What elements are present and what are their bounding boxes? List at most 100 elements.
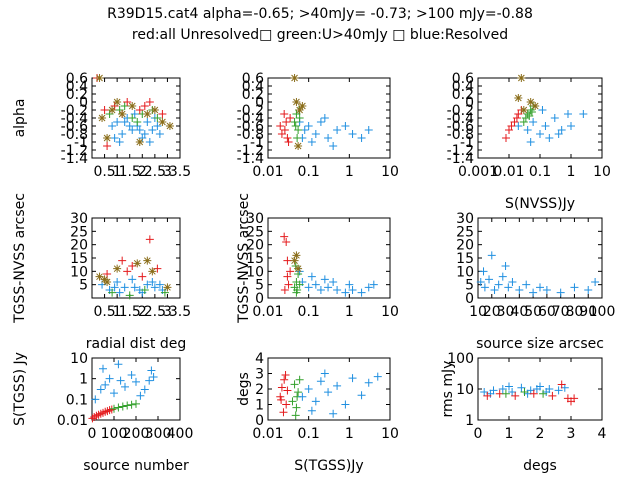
data-point [476,278,485,286]
data-point [329,278,338,286]
y-tick-label: -1.2 [61,143,88,159]
x-tick-label: 40 [510,304,528,320]
y-tick-label: 0 [255,413,264,429]
data-point [280,375,289,384]
data-point [512,114,521,122]
x-tick-label: 0 [88,426,97,442]
x-tick-label: 0.01 [252,426,283,442]
y-tick-label: 10 [70,351,88,367]
data-point [143,280,152,289]
y-tick-label: -0.2 [61,103,88,119]
data-point [100,275,109,284]
data-point [113,278,122,286]
data-point [341,122,350,130]
data-point [526,98,535,106]
x-tick-label: 3 [163,164,172,180]
data-point [316,118,325,126]
data-point [357,391,366,400]
y-tick-label: 30 [70,211,88,227]
y-axis-label: degs [236,372,252,406]
x-tick-label: 300 [145,426,172,442]
data-point [282,400,291,409]
data-point [498,272,507,281]
x-tick-label: 2.5 [144,164,166,180]
data-point [591,278,600,286]
data-point [113,118,122,126]
y-axis-label: TGSS-NVSS arcsec [236,193,252,324]
data-point [132,377,140,386]
data-point [570,283,579,292]
data-point [345,280,354,289]
data-point [127,371,136,380]
data-point [483,391,492,400]
data-point [554,130,563,138]
y-tick-label: 0 [255,95,264,111]
data-point [348,286,357,294]
data-point [515,286,524,294]
x-tick-label: 2 [138,164,147,180]
y-axis-label: S(TGSS) Jy [12,352,28,426]
data-point [148,267,157,276]
data-point [286,114,295,122]
data-point [140,130,149,138]
x-tick-label: 1 [113,164,122,180]
data-point [280,232,289,241]
data-point [307,138,316,146]
x-axis-label: S(NVSS)Jy [505,196,575,212]
y-tick-label: 0.1 [66,392,88,408]
y-tick-label: -0.4 [237,111,264,127]
data-point [539,389,548,398]
data-point [282,118,291,126]
x-tick-label: 0.01 [252,304,283,320]
data-point [95,74,104,82]
data-point [123,267,132,276]
data-point [298,102,307,110]
y-tick-label: 0.6 [242,71,264,87]
data-point [108,106,117,114]
y-tick-label: 1 [465,413,474,429]
data-point [324,388,333,397]
data-point [479,267,488,276]
y-tick-label: -1.2 [447,143,474,159]
data-point [153,114,162,122]
x-tick-label: 2 [138,304,147,320]
x-tick-label: 100 [101,426,128,442]
y-tick-label: 0.6 [452,71,474,87]
data-point [519,118,528,126]
y-tick-label: 1 [79,372,88,388]
x-tick-label: 3 [567,426,576,442]
data-point [145,235,154,244]
x-tick-label: 1 [345,426,354,442]
data-point [290,118,299,126]
data-point [98,114,107,122]
data-point [163,283,172,292]
y-tick-label: 0.4 [452,79,474,95]
data-point [113,264,122,273]
data-point [487,251,496,260]
data-point [498,385,507,393]
data-point [283,386,292,395]
x-tick-label: 80 [566,304,584,320]
x-tick-label: 1 [567,164,576,180]
data-point [115,138,124,146]
data-point [290,256,299,265]
data-point [357,288,366,297]
data-point [523,126,532,134]
data-point [116,376,125,385]
data-point [541,122,550,130]
y-tick-label: 20 [70,238,88,254]
y-tick-label: 0.01 [57,413,88,429]
data-point [364,126,373,134]
data-point [373,372,382,381]
data-point [316,377,325,386]
x-tick-label: 0.5 [93,304,115,320]
data-point [311,280,320,289]
x-tick-label: 1 [345,304,354,320]
y-tick-label: 0 [79,95,88,111]
y-tick-label: -0.6 [237,119,264,135]
data-point [333,286,342,294]
data-point [110,389,118,398]
y-tick-label: 15 [456,251,474,267]
data-point [280,110,289,118]
y-tick-label: 15 [246,251,264,267]
